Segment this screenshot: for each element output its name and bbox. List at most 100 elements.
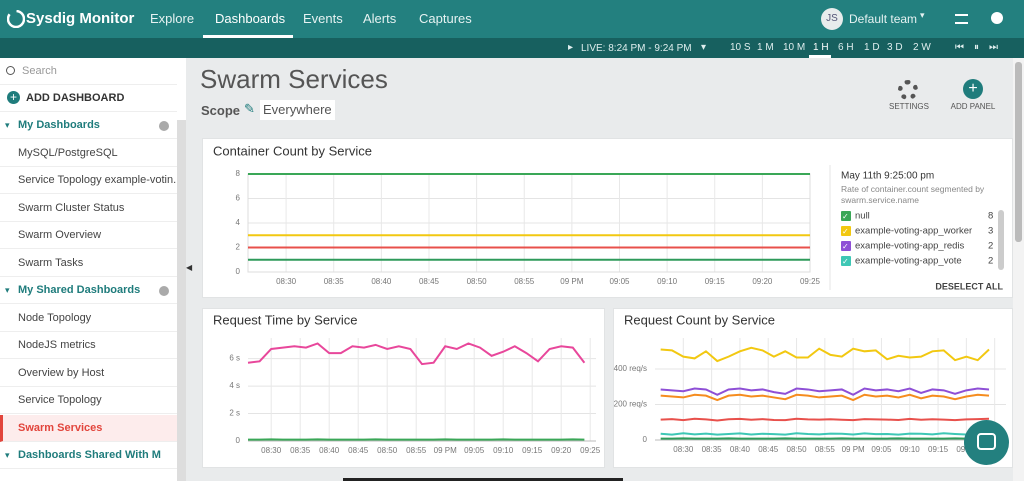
collapse-arrow[interactable]: ◀ bbox=[186, 263, 193, 272]
bottom-bar bbox=[343, 478, 623, 481]
time-bar: ▸ LIVE: 8:24 PM - 9:24 PM ▾ ⏮⏸⏭ 10 S 1 M 1… bbox=[0, 38, 1024, 58]
legend-label: null bbox=[855, 211, 870, 222]
add-dashboard[interactable]: ADD DASHBOARD bbox=[0, 85, 177, 112]
edit-icon[interactable]: ✎ bbox=[244, 101, 255, 116]
legend-check: ✓ bbox=[842, 227, 849, 236]
section-header[interactable]: Dashboards Shared With M bbox=[0, 442, 177, 469]
range-button[interactable]: 6 H bbox=[838, 42, 854, 53]
legend-swatch bbox=[841, 211, 851, 221]
y-tick-label: 0 bbox=[643, 435, 648, 444]
help-icon bbox=[159, 121, 169, 131]
y-tick-label: 8 bbox=[236, 169, 241, 178]
section-caret: ▾ bbox=[5, 450, 10, 460]
x-tick-label: 08:35 bbox=[290, 446, 311, 455]
playback-controls[interactable]: ⏮⏸⏭ bbox=[955, 42, 1008, 53]
y-tick-label: 4 s bbox=[229, 381, 240, 390]
series-line bbox=[660, 417, 990, 422]
active-underline bbox=[203, 35, 293, 38]
nav-item[interactable]: Events bbox=[303, 11, 343, 26]
x-tick-label: 08:50 bbox=[377, 446, 398, 455]
x-tick-label: 09:05 bbox=[464, 446, 485, 455]
range-button[interactable]: 10 S bbox=[730, 42, 751, 53]
play-icon[interactable]: ▸ bbox=[568, 42, 574, 53]
x-tick-label: 08:55 bbox=[815, 445, 836, 454]
dashboard-item[interactable]: NodeJS metrics bbox=[0, 332, 177, 359]
x-tick-label: 08:50 bbox=[787, 445, 808, 454]
x-tick-label: 09:10 bbox=[657, 277, 678, 286]
add-panel-icon[interactable]: + bbox=[963, 79, 983, 99]
scope-value[interactable]: Everywhere bbox=[260, 100, 335, 120]
nav-item[interactable]: Dashboards bbox=[215, 11, 286, 26]
chat-button[interactable] bbox=[964, 420, 1009, 465]
x-tick-label: 09 PM bbox=[434, 446, 457, 455]
range-button[interactable]: 10 M bbox=[783, 42, 806, 53]
dashboard-item[interactable]: Swarm Tasks bbox=[0, 250, 177, 277]
add-panel-action[interactable]: ADD PANEL bbox=[950, 102, 996, 111]
logo: Sysdig Monitor bbox=[26, 10, 135, 27]
range-button[interactable]: 1 M bbox=[757, 42, 774, 53]
logo-icon bbox=[7, 10, 25, 28]
help-icon[interactable] bbox=[991, 12, 1003, 24]
x-tick-label: 08:30 bbox=[673, 445, 694, 454]
nav-item[interactable]: Alerts bbox=[363, 11, 397, 26]
dashboard-item[interactable]: Service Topology example-votin... bbox=[0, 167, 177, 194]
x-tick-label: 08:35 bbox=[324, 277, 345, 286]
x-tick-label: 08:55 bbox=[514, 277, 535, 286]
legend-check: ✓ bbox=[842, 242, 849, 251]
range-button[interactable]: 2 W bbox=[913, 42, 931, 53]
x-tick-label: 08:50 bbox=[467, 277, 488, 286]
range-button[interactable]: 3 D bbox=[887, 42, 903, 53]
deselect-all[interactable]: DESELECT ALL bbox=[935, 281, 1003, 291]
series-line bbox=[247, 342, 586, 366]
x-tick-label: 09 PM bbox=[842, 445, 865, 454]
x-tick-label: 08:30 bbox=[276, 277, 297, 286]
settings-action[interactable]: SETTINGS bbox=[888, 102, 929, 111]
avatar[interactable]: JS bbox=[821, 8, 843, 30]
dashboard-title: Swarm Services bbox=[200, 64, 388, 94]
x-tick-label: 08:40 bbox=[319, 446, 340, 455]
menu-icon[interactable] bbox=[955, 14, 968, 24]
y-tick-label: 0 bbox=[236, 267, 241, 276]
search-icon bbox=[6, 66, 15, 75]
panel bbox=[613, 308, 1013, 468]
legend-value: 3 bbox=[988, 226, 993, 237]
dashboard-item[interactable]: Swarm Cluster Status bbox=[0, 195, 177, 222]
x-tick-label: 08:40 bbox=[371, 277, 392, 286]
legend-title: May 11th 9:25:00 pm bbox=[841, 171, 934, 182]
section-header[interactable]: My Shared Dashboards bbox=[0, 277, 177, 304]
y-tick-label: 6 bbox=[236, 194, 241, 203]
dashboard-item[interactable]: Service Topology bbox=[0, 387, 177, 414]
team-selector[interactable]: Default team bbox=[849, 12, 918, 26]
range-button[interactable]: 1 D bbox=[864, 42, 880, 53]
section-header[interactable]: My Dashboards bbox=[0, 112, 177, 139]
dashboard-item[interactable]: Swarm Overview bbox=[0, 222, 177, 249]
add-icon: + bbox=[7, 91, 20, 104]
live-range[interactable]: LIVE: 8:24 PM - 9:24 PM bbox=[581, 43, 692, 54]
x-tick-label: 08:35 bbox=[702, 445, 723, 454]
legend-subtitle: Rate of container.count segmented by swar… bbox=[841, 184, 985, 205]
scope-label: Scope bbox=[201, 103, 241, 118]
dashboard-item[interactable]: MySQL/PostgreSQL bbox=[0, 140, 177, 167]
x-tick-label: 09:05 bbox=[609, 277, 630, 286]
nav-item[interactable]: Captures bbox=[419, 11, 472, 26]
dashboard-item[interactable]: Swarm Services bbox=[0, 414, 177, 442]
y-tick-label: 400 req/s bbox=[614, 364, 647, 373]
live-caret: ▾ bbox=[701, 42, 707, 53]
legend-value: 2 bbox=[988, 241, 993, 252]
x-tick-label: 09:25 bbox=[580, 446, 601, 455]
series-line bbox=[660, 346, 990, 363]
panel bbox=[202, 138, 1013, 298]
range-button[interactable]: 1 H bbox=[813, 42, 829, 53]
legend-check: ✓ bbox=[842, 257, 849, 266]
settings-icon[interactable] bbox=[898, 80, 918, 100]
scrollbar bbox=[177, 120, 186, 481]
dashboard-item[interactable]: Node Topology bbox=[0, 305, 177, 332]
dashboard-item[interactable]: Overview by Host bbox=[0, 360, 177, 387]
x-tick-label: 09:20 bbox=[551, 446, 572, 455]
y-tick-label: 2 bbox=[236, 243, 241, 252]
nav-item[interactable]: Explore bbox=[150, 11, 195, 26]
legend-swatch bbox=[841, 226, 851, 236]
help-icon bbox=[159, 286, 169, 296]
search[interactable]: Search bbox=[0, 58, 177, 85]
